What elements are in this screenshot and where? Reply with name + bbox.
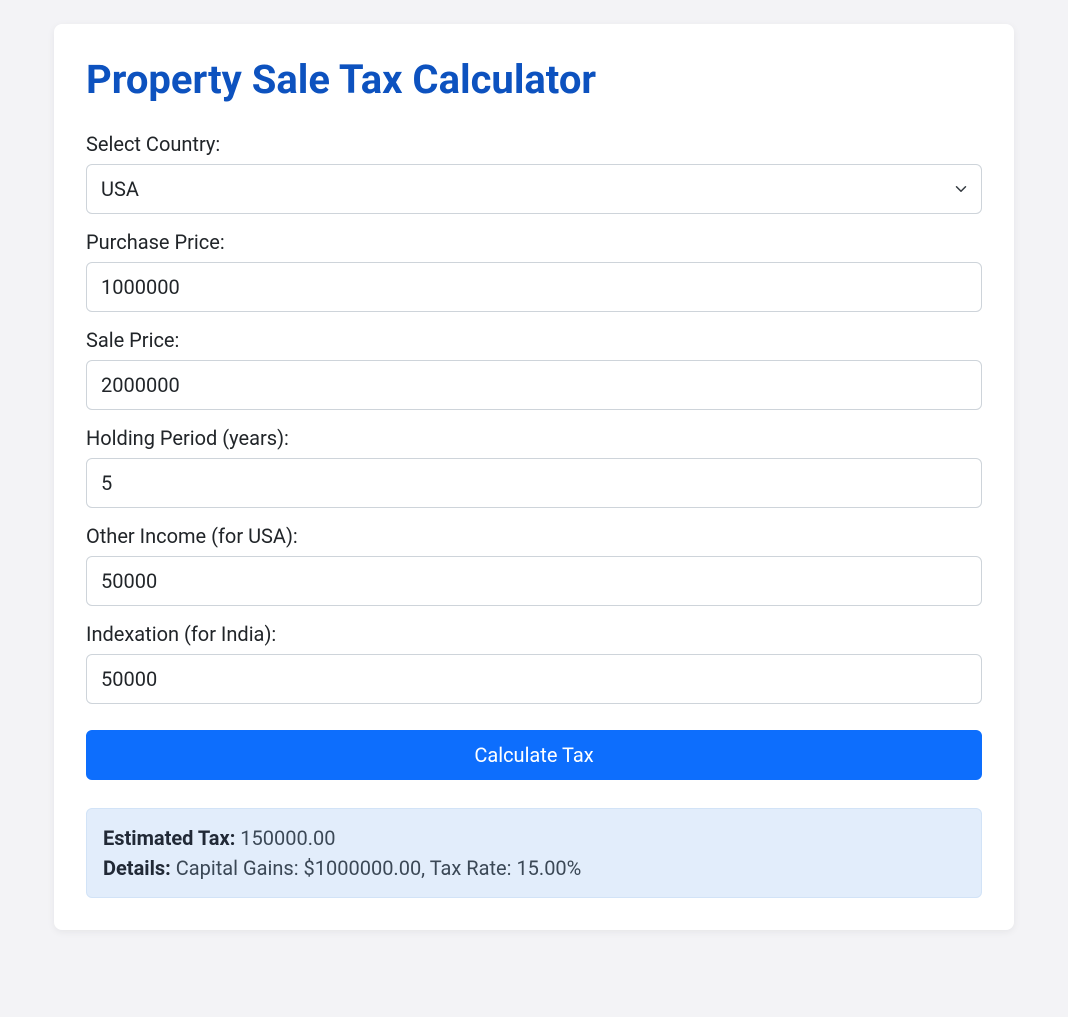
other-income-input[interactable] <box>86 556 982 606</box>
holding-period-input[interactable] <box>86 458 982 508</box>
holding-period-group: Holding Period (years): <box>86 426 982 508</box>
country-label: Select Country: <box>86 132 982 156</box>
estimated-tax-value: 150000.00 <box>240 826 335 850</box>
details-label: Details: <box>103 856 171 880</box>
calculator-card: Property Sale Tax Calculator Select Coun… <box>54 24 1014 930</box>
result-alert: Estimated Tax: 150000.00 Details: Capita… <box>86 808 982 898</box>
details-value: Capital Gains: $1000000.00, Tax Rate: 15… <box>176 856 582 880</box>
indexation-group: Indexation (for India): <box>86 622 982 704</box>
sale-price-input[interactable] <box>86 360 982 410</box>
country-group: Select Country: USA <box>86 132 982 214</box>
sale-price-group: Sale Price: <box>86 328 982 410</box>
other-income-label: Other Income (for USA): <box>86 524 982 548</box>
purchase-price-input[interactable] <box>86 262 982 312</box>
holding-period-label: Holding Period (years): <box>86 426 982 450</box>
sale-price-label: Sale Price: <box>86 328 982 352</box>
other-income-group: Other Income (for USA): <box>86 524 982 606</box>
indexation-input[interactable] <box>86 654 982 704</box>
details-line: Details: Capital Gains: $1000000.00, Tax… <box>103 853 965 883</box>
estimated-tax-label: Estimated Tax: <box>103 826 235 850</box>
page-title: Property Sale Tax Calculator <box>86 56 982 104</box>
purchase-price-label: Purchase Price: <box>86 230 982 254</box>
estimated-tax-line: Estimated Tax: 150000.00 <box>103 823 965 853</box>
purchase-price-group: Purchase Price: <box>86 230 982 312</box>
calculate-tax-button[interactable]: Calculate Tax <box>86 730 982 780</box>
country-select[interactable]: USA <box>86 164 982 214</box>
indexation-label: Indexation (for India): <box>86 622 982 646</box>
